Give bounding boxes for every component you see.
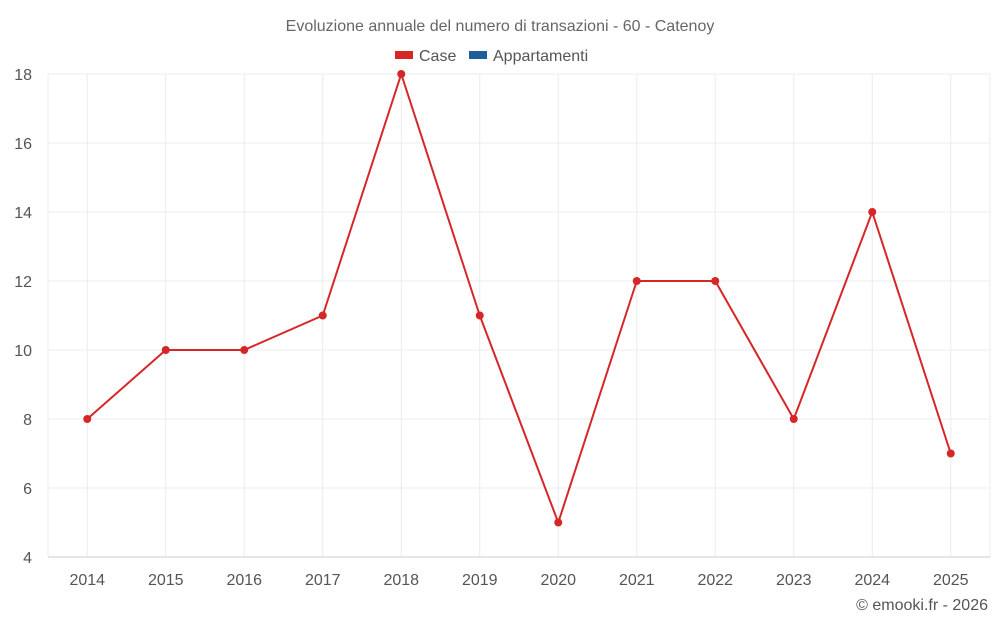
data-point[interactable]: [868, 208, 877, 216]
legend-swatch-case: [395, 51, 413, 59]
x-tick-label: 2019: [462, 572, 498, 589]
y-tick-label: 12: [14, 274, 32, 291]
y-tick-label: 14: [14, 205, 32, 222]
x-tick-label: 2021: [619, 572, 655, 589]
x-tick-label: 2015: [148, 572, 184, 589]
y-tick-label: 18: [14, 67, 32, 84]
y-tick-label: 6: [23, 481, 32, 498]
y-tick-label: 4: [23, 550, 32, 567]
y-tick-label: 8: [23, 412, 32, 429]
data-point[interactable]: [397, 70, 406, 78]
credit-text: © emooki.fr - 2026: [856, 597, 988, 614]
x-tick-label: 2020: [540, 572, 576, 589]
data-point[interactable]: [789, 415, 798, 423]
data-point[interactable]: [632, 277, 641, 285]
x-tick-label: 2022: [697, 572, 733, 589]
grid: [48, 73, 990, 557]
axes: 4 6 8 10 12 14 16 18 2014 2015 2016 2017 2018 2019 202…: [14, 67, 991, 589]
y-tick-label: 16: [14, 136, 32, 153]
x-tick-label: 2025: [933, 572, 969, 589]
x-tick-label: 2018: [383, 572, 419, 589]
legend-swatch-appartamenti: [469, 51, 487, 59]
data-point[interactable]: [83, 415, 92, 423]
x-tick-label: 2023: [776, 572, 812, 589]
chart-title: Evoluzione annuale del numero di transaz…: [286, 18, 715, 35]
x-tick-label: 2014: [69, 572, 105, 589]
y-tick-label: 10: [14, 343, 32, 360]
data-point[interactable]: [161, 346, 170, 354]
data-point[interactable]: [475, 311, 484, 320]
data-point[interactable]: [711, 277, 720, 285]
x-tick-label: 2016: [226, 572, 262, 589]
data-point[interactable]: [554, 518, 563, 527]
legend-item-case[interactable]: Case: [395, 48, 456, 65]
legend-label-case: Case: [419, 48, 456, 65]
series-line-case: [86, 73, 952, 524]
x-tick-label: 2024: [854, 572, 890, 589]
legend: Case Appartamenti: [395, 48, 588, 65]
legend-label-appartamenti: Appartamenti: [493, 48, 588, 65]
data-point[interactable]: [946, 449, 955, 458]
legend-item-appartamenti[interactable]: Appartamenti: [469, 48, 588, 65]
data-point[interactable]: [318, 311, 327, 320]
data-point[interactable]: [240, 346, 249, 354]
series: [83, 70, 955, 527]
x-tick-label: 2017: [305, 572, 341, 589]
